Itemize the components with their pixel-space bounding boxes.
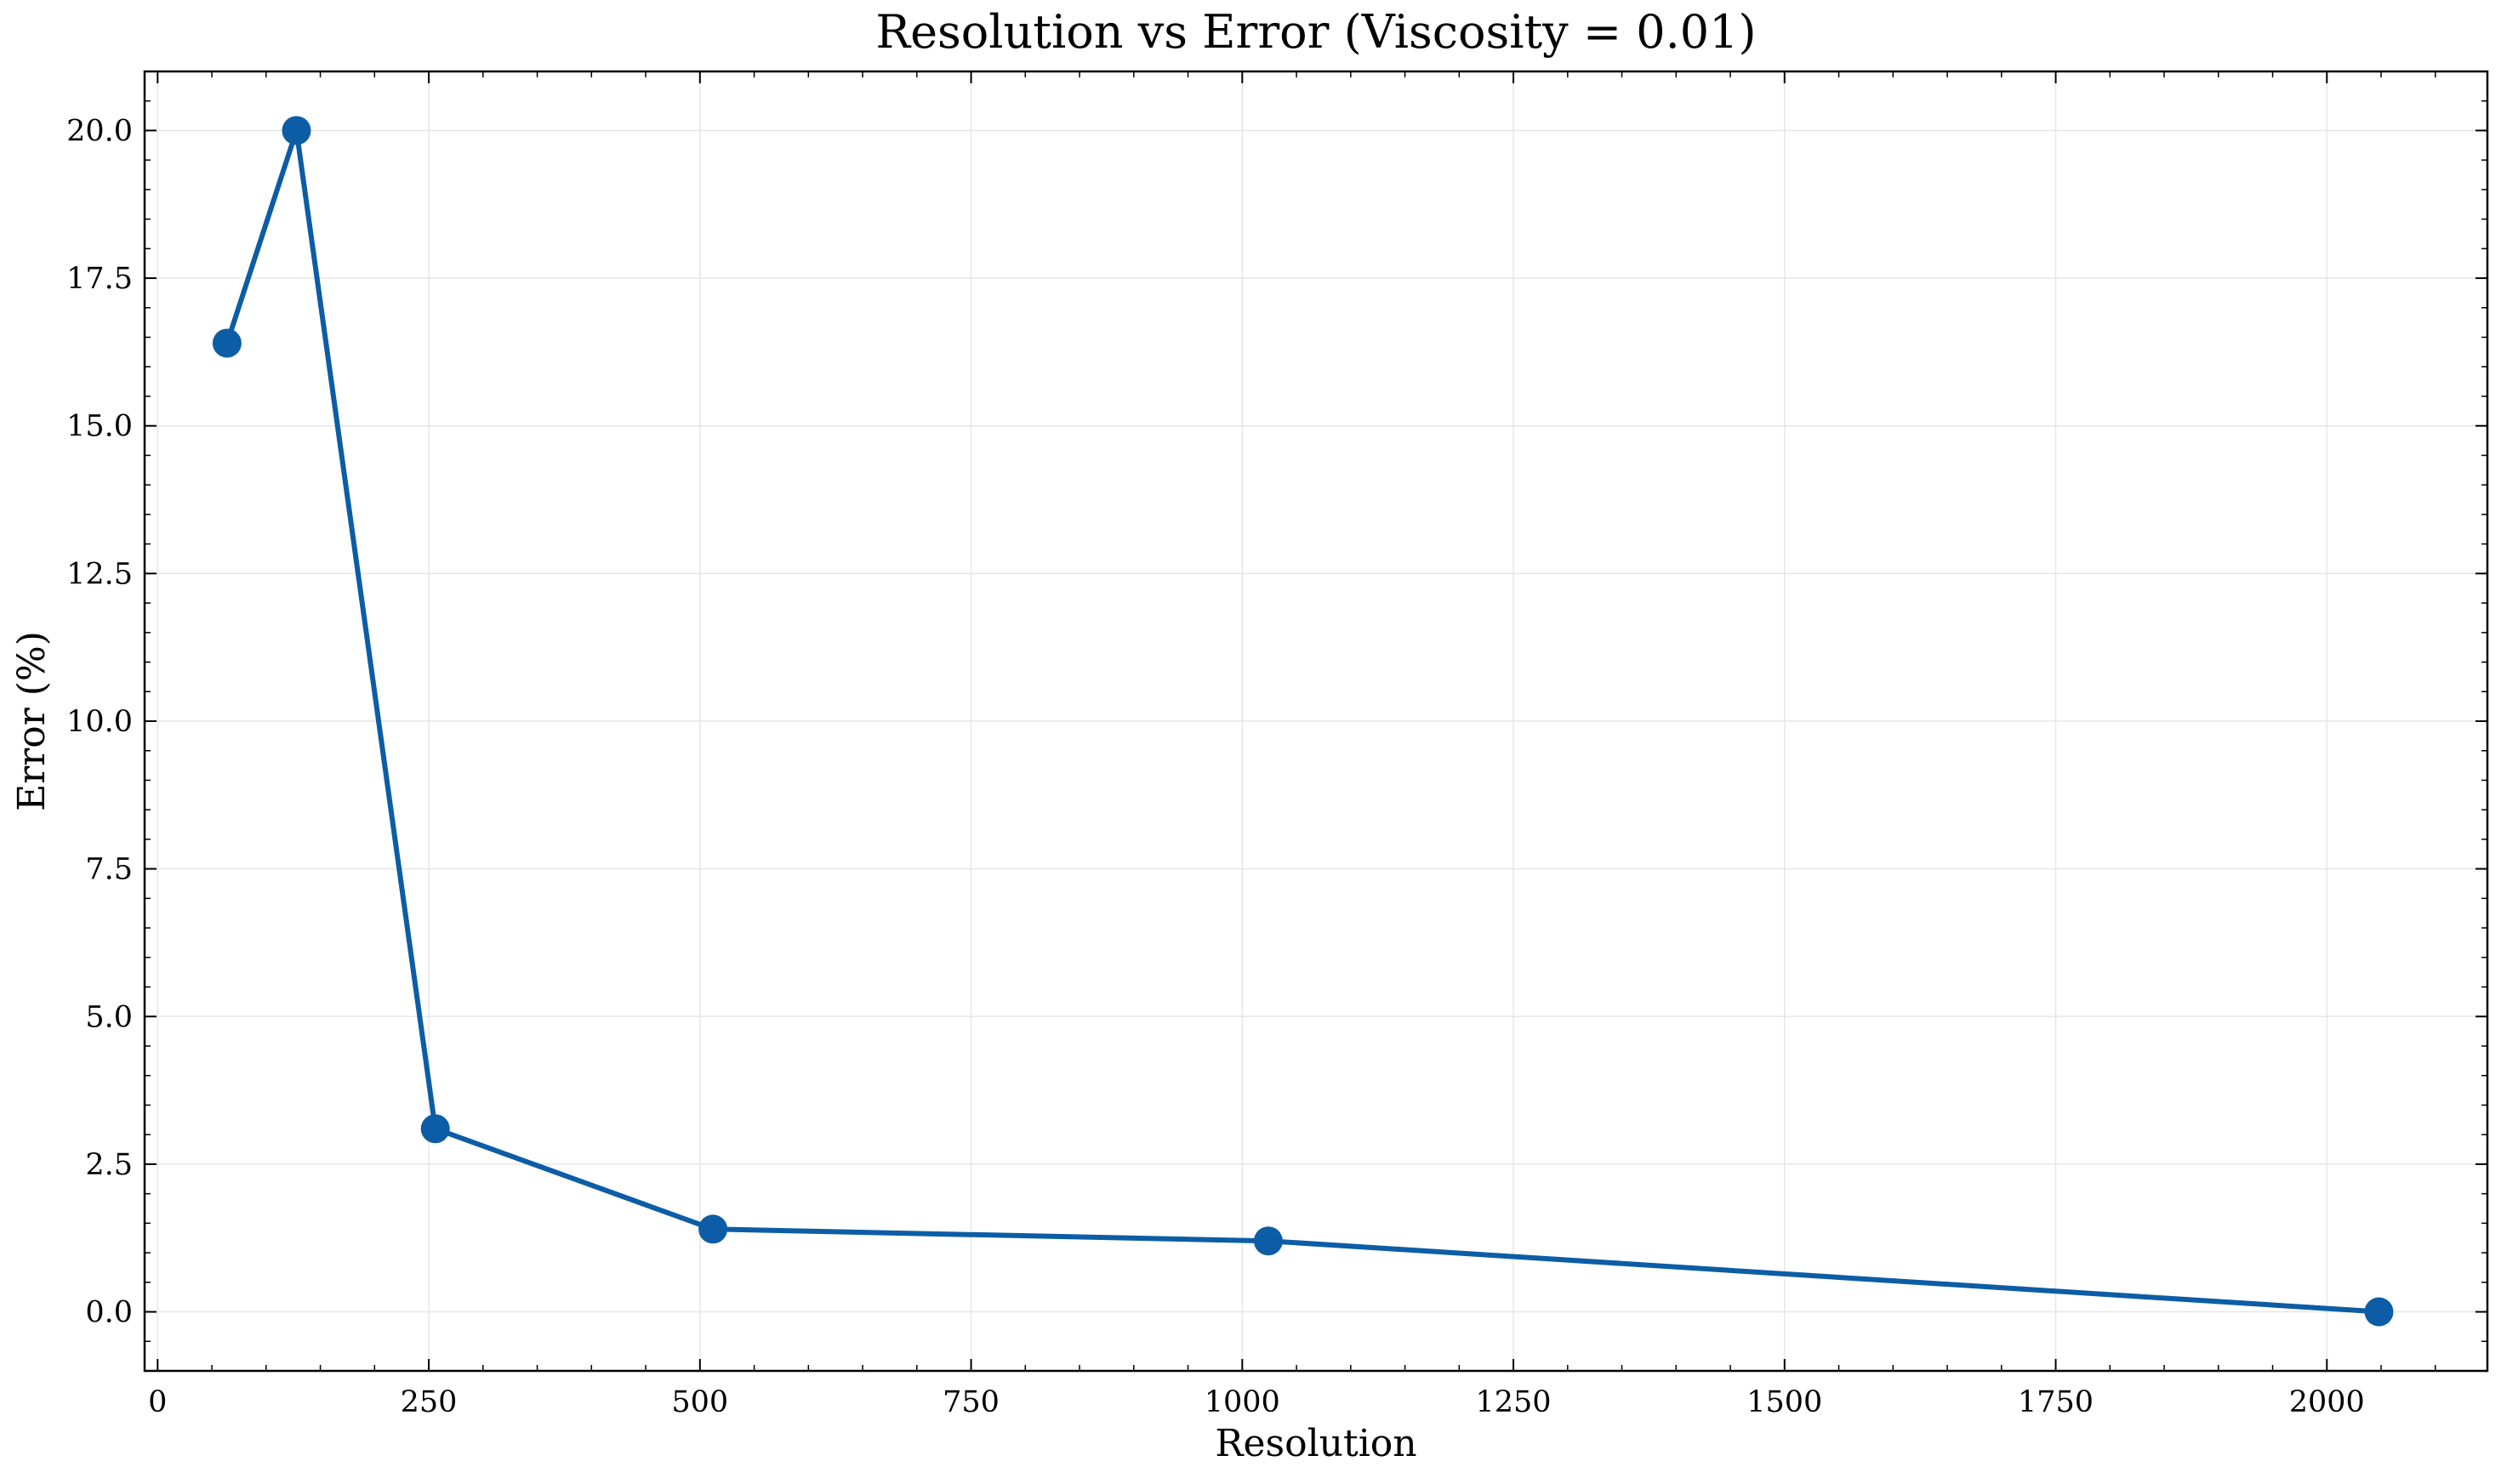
x-tick-label: 2000: [2289, 1385, 2365, 1419]
y-axis-label: Error (%): [10, 631, 54, 811]
x-tick-label: 1500: [1746, 1385, 1822, 1419]
x-tick-label: 0: [148, 1385, 167, 1419]
x-tick-label: 500: [671, 1385, 728, 1419]
data-point: [212, 328, 242, 358]
x-axis-label: Resolution: [1215, 1422, 1416, 1465]
x-tick-label: 1000: [1205, 1385, 1280, 1419]
x-tick-label: 250: [401, 1385, 458, 1419]
y-tick-label: 0.0: [85, 1296, 133, 1330]
y-tick-label: 5.0: [85, 1000, 133, 1034]
data-point: [282, 116, 311, 145]
data-point: [420, 1114, 450, 1144]
y-tick-label: 20.0: [66, 114, 133, 148]
axis-ticks: 0 250 500 750 1000 1250 1500 1750 2000 0.0 2.5 5.0 7…: [66, 71, 2487, 1419]
x-tick-label: 1750: [2018, 1385, 2094, 1419]
x-tick-label: 750: [943, 1385, 1000, 1419]
data-point: [2364, 1297, 2394, 1327]
y-tick-label: 17.5: [66, 262, 133, 296]
data-point: [1253, 1226, 1283, 1256]
y-tick-label: 2.5: [85, 1148, 133, 1182]
y-tick-label: 12.5: [66, 557, 133, 591]
x-tick-label: 1250: [1476, 1385, 1552, 1419]
data-point: [698, 1214, 728, 1244]
y-tick-label: 15.0: [66, 410, 133, 444]
y-tick-label: 10.0: [66, 705, 133, 739]
y-tick-label: 7.5: [85, 853, 133, 887]
chart-title: Resolution vs Error (Viscosity = 0.01): [875, 5, 1756, 59]
series-line: [224, 128, 2382, 1315]
series-layer: [212, 116, 2394, 1327]
